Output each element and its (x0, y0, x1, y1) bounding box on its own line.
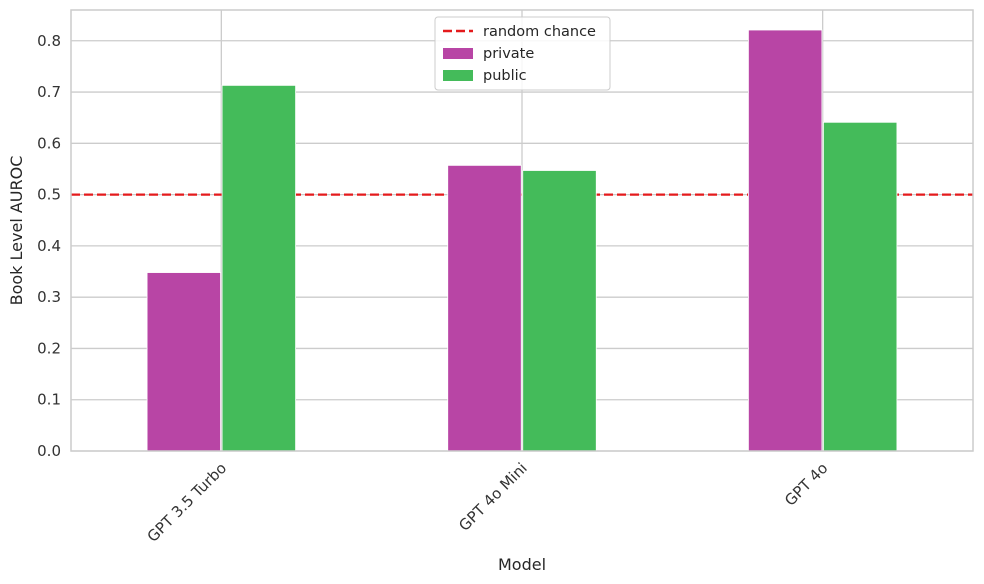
y-tick-label: 0.7 (37, 83, 61, 101)
y-tick-label: 0.5 (37, 186, 61, 204)
bar-public-0 (221, 84, 296, 452)
legend-swatch-public (443, 70, 473, 81)
bar-private-2 (748, 29, 823, 452)
y-tick-label: 0.4 (37, 237, 61, 255)
bars (146, 29, 898, 452)
y-tick-label: 0.3 (37, 288, 61, 306)
x-tick-label: GPT 3.5 Turbo (144, 459, 231, 546)
y-tick-label: 0.2 (37, 339, 61, 357)
y-tick-label: 0.8 (37, 32, 61, 50)
bar-public-1 (522, 170, 597, 452)
y-axis-label: Book Level AUROC (7, 156, 26, 306)
legend: random chance private public (434, 16, 611, 91)
y-tick-label: 0.1 (37, 391, 61, 409)
y-tick-labels: 0.0 0.1 0.2 0.3 0.4 0.5 0.6 0.7 0.8 (37, 32, 61, 460)
bar-public-2 (823, 121, 898, 452)
legend-label-private: private (483, 46, 534, 62)
bar-private-1 (447, 164, 522, 452)
x-tick-label: GPT 4o Mini (455, 459, 531, 535)
bar-private-0 (146, 272, 221, 452)
legend-swatch-private (443, 48, 473, 59)
legend-label-public: public (483, 68, 527, 84)
x-axis-label: Model (498, 555, 546, 574)
plot-frame (70, 9, 974, 452)
x-tick-labels: GPT 3.5 Turbo GPT 4o Mini GPT 4o (144, 459, 832, 546)
x-tick-label: GPT 4o (781, 459, 831, 509)
legend-box (434, 16, 611, 91)
y-tick-label: 0.0 (37, 442, 61, 460)
legend-label-random-chance: random chance (483, 24, 596, 40)
y-tick-label: 0.6 (37, 134, 61, 152)
